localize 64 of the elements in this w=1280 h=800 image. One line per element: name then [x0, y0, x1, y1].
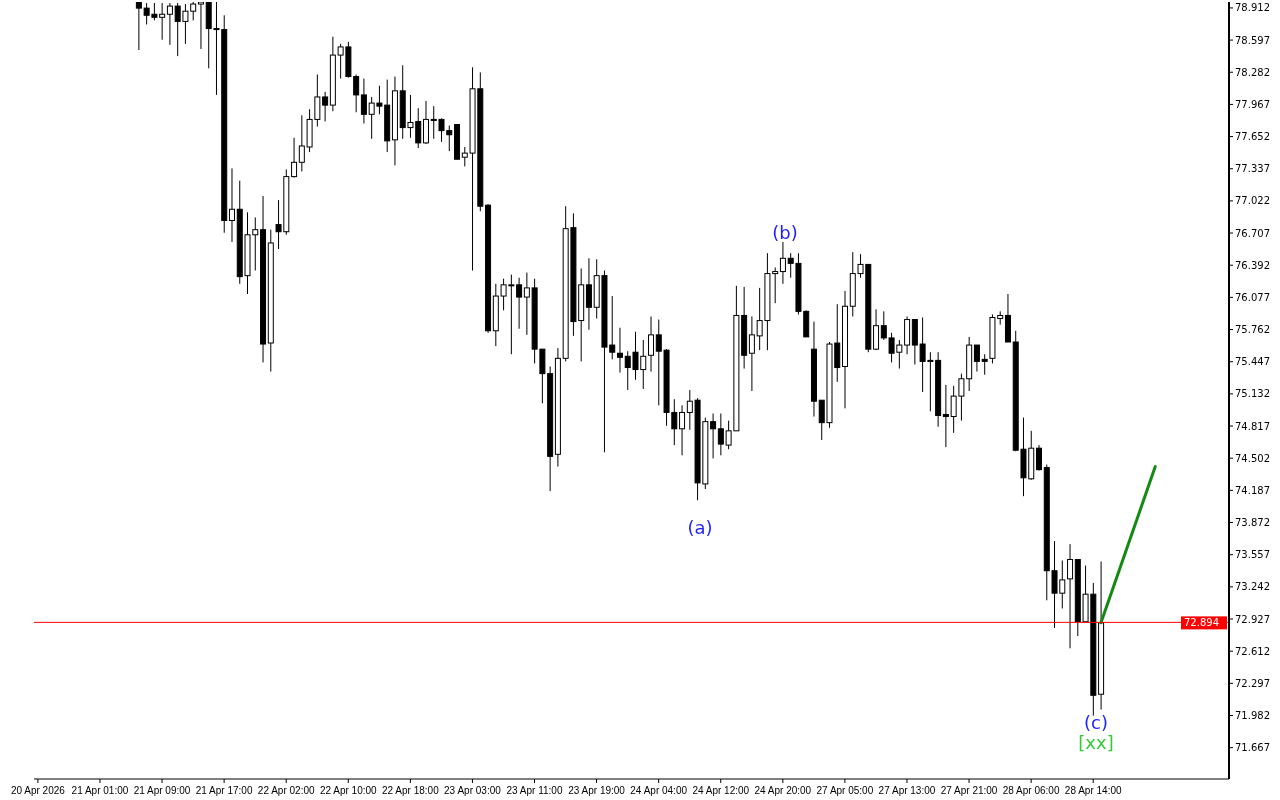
x-tick-label: 27 Apr 21:00	[940, 785, 998, 796]
candlestick	[291, 137, 298, 179]
y-tick-label: 71.667	[1235, 742, 1270, 754]
candlestick	[516, 277, 523, 330]
y-tick-label: 72.297	[1235, 677, 1270, 689]
y-tick-label: 73.557	[1235, 549, 1270, 561]
x-tick-label: 24 Apr 04:00	[630, 785, 688, 796]
annotation: (c)	[1084, 712, 1108, 733]
x-tick-label: 21 Apr 01:00	[71, 785, 129, 796]
candlestick	[748, 315, 755, 392]
x-tick-label: 24 Apr 20:00	[754, 785, 812, 796]
y-tick-label: 74.817	[1235, 420, 1270, 432]
y-tick-label: 78.282	[1235, 66, 1270, 78]
y-tick-label: 72.927	[1235, 613, 1270, 625]
y-tick-label: 75.762	[1235, 324, 1270, 336]
x-tick-label: 22 Apr 10:00	[319, 785, 378, 796]
candlestick	[1067, 543, 1074, 649]
candlestick	[710, 412, 717, 459]
y-tick-label: 77.022	[1235, 195, 1270, 207]
annotation: (a)	[687, 517, 713, 538]
y-tick-label: 77.652	[1235, 131, 1270, 143]
x-tick-label: 22 Apr 18:00	[381, 785, 440, 796]
candlestick	[648, 315, 655, 373]
x-tick-label: 23 Apr 11:00	[506, 785, 563, 796]
x-tick-label: 24 Apr 12:00	[692, 785, 750, 796]
x-tick-label: 27 Apr 13:00	[878, 785, 936, 796]
y-tick-label: 74.502	[1235, 452, 1270, 464]
ref-line-label: 72.894	[1184, 617, 1219, 629]
candlestick	[228, 167, 235, 243]
x-tick-label: 28 Apr 14:00	[1064, 785, 1122, 796]
candlestick	[679, 404, 686, 456]
x-tick-label: 23 Apr 19:00	[568, 785, 626, 796]
x-tick-label: 21 Apr 09:00	[133, 785, 191, 796]
y-tick-label: 73.242	[1235, 581, 1270, 593]
x-tick-label: 27 Apr 05:00	[816, 785, 874, 796]
x-tick-label: 28 Apr 06:00	[1002, 785, 1060, 796]
x-tick-label: 20 Apr 2026	[10, 785, 66, 796]
y-tick-label: 76.077	[1235, 291, 1270, 303]
y-tick-label: 75.132	[1235, 388, 1270, 400]
candlestick	[360, 78, 367, 124]
y-tick-label: 78.597	[1235, 34, 1270, 46]
candlestick	[873, 308, 880, 351]
y-tick-label: 73.872	[1235, 517, 1270, 529]
y-tick-label: 77.337	[1235, 163, 1270, 175]
annotation: (b)	[772, 222, 798, 243]
y-tick-label: 75.447	[1235, 356, 1270, 368]
candlestick	[616, 327, 623, 374]
y-tick-label: 76.707	[1235, 227, 1270, 239]
y-tick-label: 72.612	[1235, 645, 1270, 657]
candlestick	[585, 257, 592, 331]
y-tick-label: 76.392	[1235, 259, 1270, 271]
candlestick	[422, 100, 429, 145]
x-tick-label: 23 Apr 03:00	[444, 785, 502, 796]
y-tick-label: 77.967	[1235, 98, 1270, 110]
candlestick	[981, 353, 988, 376]
candlestick	[1036, 444, 1043, 472]
y-tick-label: 78.912	[1235, 2, 1270, 14]
y-tick-label: 71.982	[1235, 710, 1270, 722]
x-tick-label: 22 Apr 02:00	[257, 785, 315, 796]
candlestick	[779, 241, 786, 285]
candlestick	[973, 344, 980, 373]
annotation: [xx]	[1078, 732, 1114, 753]
y-tick-label: 74.187	[1235, 484, 1270, 496]
x-tick-label: 21 Apr 17:00	[195, 785, 253, 796]
